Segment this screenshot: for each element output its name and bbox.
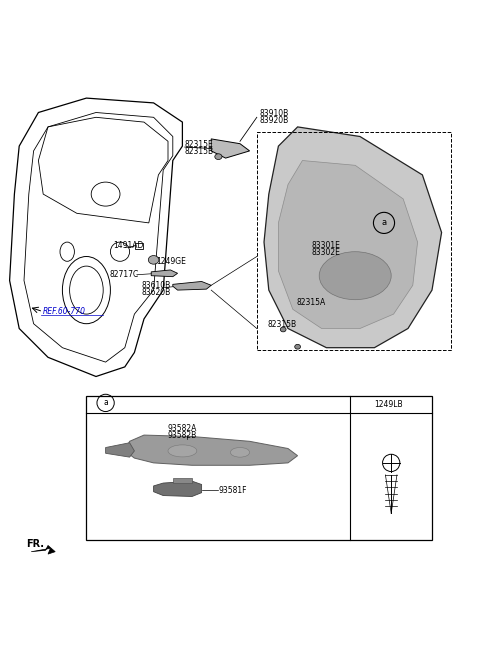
Bar [135, 242, 143, 249]
Text: 1491AD: 1491AD [113, 241, 143, 250]
Text: 1249LB: 1249LB [374, 400, 403, 409]
Polygon shape [264, 127, 442, 348]
Text: 82315B: 82315B [185, 147, 214, 156]
Bar [173, 478, 192, 483]
Text: 82315A: 82315A [297, 298, 326, 307]
Ellipse shape [168, 445, 197, 457]
Ellipse shape [215, 154, 222, 160]
Text: FR.: FR. [26, 539, 44, 549]
Text: 83610B: 83610B [142, 281, 171, 290]
Bar [86, 396, 432, 539]
Polygon shape [173, 281, 211, 290]
Ellipse shape [295, 344, 300, 349]
Text: REF.60-770: REF.60-770 [43, 307, 86, 316]
Polygon shape [125, 435, 298, 465]
Ellipse shape [280, 327, 286, 332]
Text: 82315E: 82315E [185, 140, 214, 149]
Text: 83910B: 83910B [259, 109, 288, 118]
Polygon shape [278, 160, 418, 328]
Polygon shape [211, 139, 250, 158]
Ellipse shape [230, 447, 250, 457]
Text: 93582B: 93582B [168, 430, 197, 440]
Ellipse shape [148, 256, 159, 264]
Text: 83302E: 83302E [311, 248, 340, 257]
Text: 82315B: 82315B [268, 320, 297, 329]
Polygon shape [106, 443, 134, 457]
Text: 83920B: 83920B [259, 116, 288, 125]
Bar [257, 131, 451, 350]
Text: 82717C: 82717C [109, 270, 139, 279]
Text: 1249GE: 1249GE [156, 257, 186, 266]
Polygon shape [154, 481, 202, 497]
Text: 83301E: 83301E [311, 241, 340, 250]
Ellipse shape [319, 252, 391, 300]
Text: 93582A: 93582A [168, 424, 197, 433]
Text: 93581F: 93581F [218, 486, 247, 495]
Text: a: a [103, 398, 108, 407]
Text: 83620B: 83620B [142, 288, 171, 297]
Polygon shape [151, 270, 178, 277]
Text: a: a [382, 218, 386, 227]
Polygon shape [31, 545, 55, 554]
